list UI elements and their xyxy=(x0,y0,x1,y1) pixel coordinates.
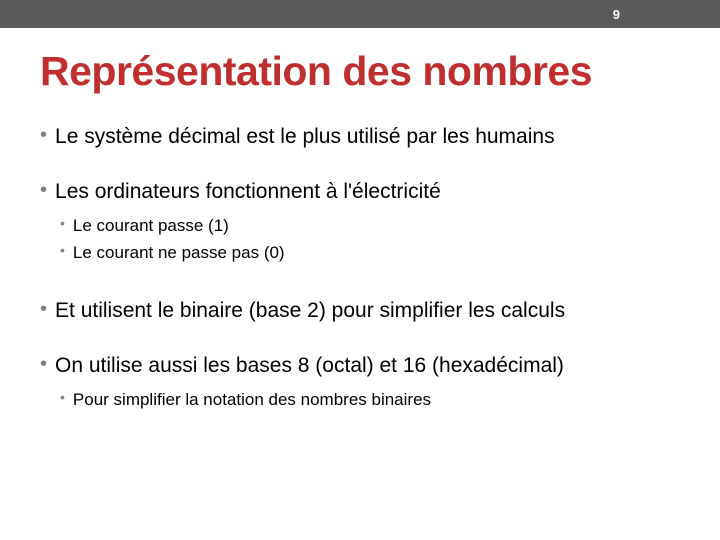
bullet-text: Et utilisent le binaire (base 2) pour si… xyxy=(55,297,565,324)
bullet-dot-icon: • xyxy=(40,352,47,376)
bullet-item: • On utilise aussi les bases 8 (octal) e… xyxy=(40,352,680,379)
slide-title: Représentation des nombres xyxy=(40,48,680,95)
bullet-dot-icon: • xyxy=(60,214,65,234)
sub-bullet-list: • Pour simplifier la notation des nombre… xyxy=(60,388,680,416)
bullet-item: • Et utilisent le binaire (base 2) pour … xyxy=(40,297,680,324)
bullet-wrapper: • Les ordinateurs fonctionnent à l'élect… xyxy=(40,178,680,269)
page-number: 9 xyxy=(613,7,620,22)
bullet-text: On utilise aussi les bases 8 (octal) et … xyxy=(55,352,564,379)
bullet-list: • Le système décimal est le plus utilisé… xyxy=(40,123,680,416)
sub-bullet-text: Le courant passe (1) xyxy=(73,214,229,238)
bullet-dot-icon: • xyxy=(60,388,65,408)
bullet-dot-icon: • xyxy=(60,241,65,261)
slide-content: Représentation des nombres • Le système … xyxy=(0,28,720,416)
sub-bullet-list: • Le courant passe (1) • Le courant ne p… xyxy=(60,214,680,270)
bullet-text: Le système décimal est le plus utilisé p… xyxy=(55,123,555,150)
bullet-dot-icon: • xyxy=(40,297,47,321)
header-bar: 9 xyxy=(0,0,720,28)
bullet-text: Les ordinateurs fonctionnent à l'électri… xyxy=(55,178,441,205)
bullet-dot-icon: • xyxy=(40,123,47,147)
bullet-dot-icon: • xyxy=(40,178,47,202)
bullet-item: • Le système décimal est le plus utilisé… xyxy=(40,123,680,150)
sub-bullet-text: Le courant ne passe pas (0) xyxy=(73,241,285,265)
sub-bullet-item: • Le courant ne passe pas (0) xyxy=(60,241,680,265)
sub-bullet-item: • Le courant passe (1) xyxy=(60,214,680,238)
sub-bullet-text: Pour simplifier la notation des nombres … xyxy=(73,388,431,412)
sub-bullet-item: • Pour simplifier la notation des nombre… xyxy=(60,388,680,412)
bullet-wrapper: • On utilise aussi les bases 8 (octal) e… xyxy=(40,352,680,415)
bullet-item: • Les ordinateurs fonctionnent à l'élect… xyxy=(40,178,680,205)
